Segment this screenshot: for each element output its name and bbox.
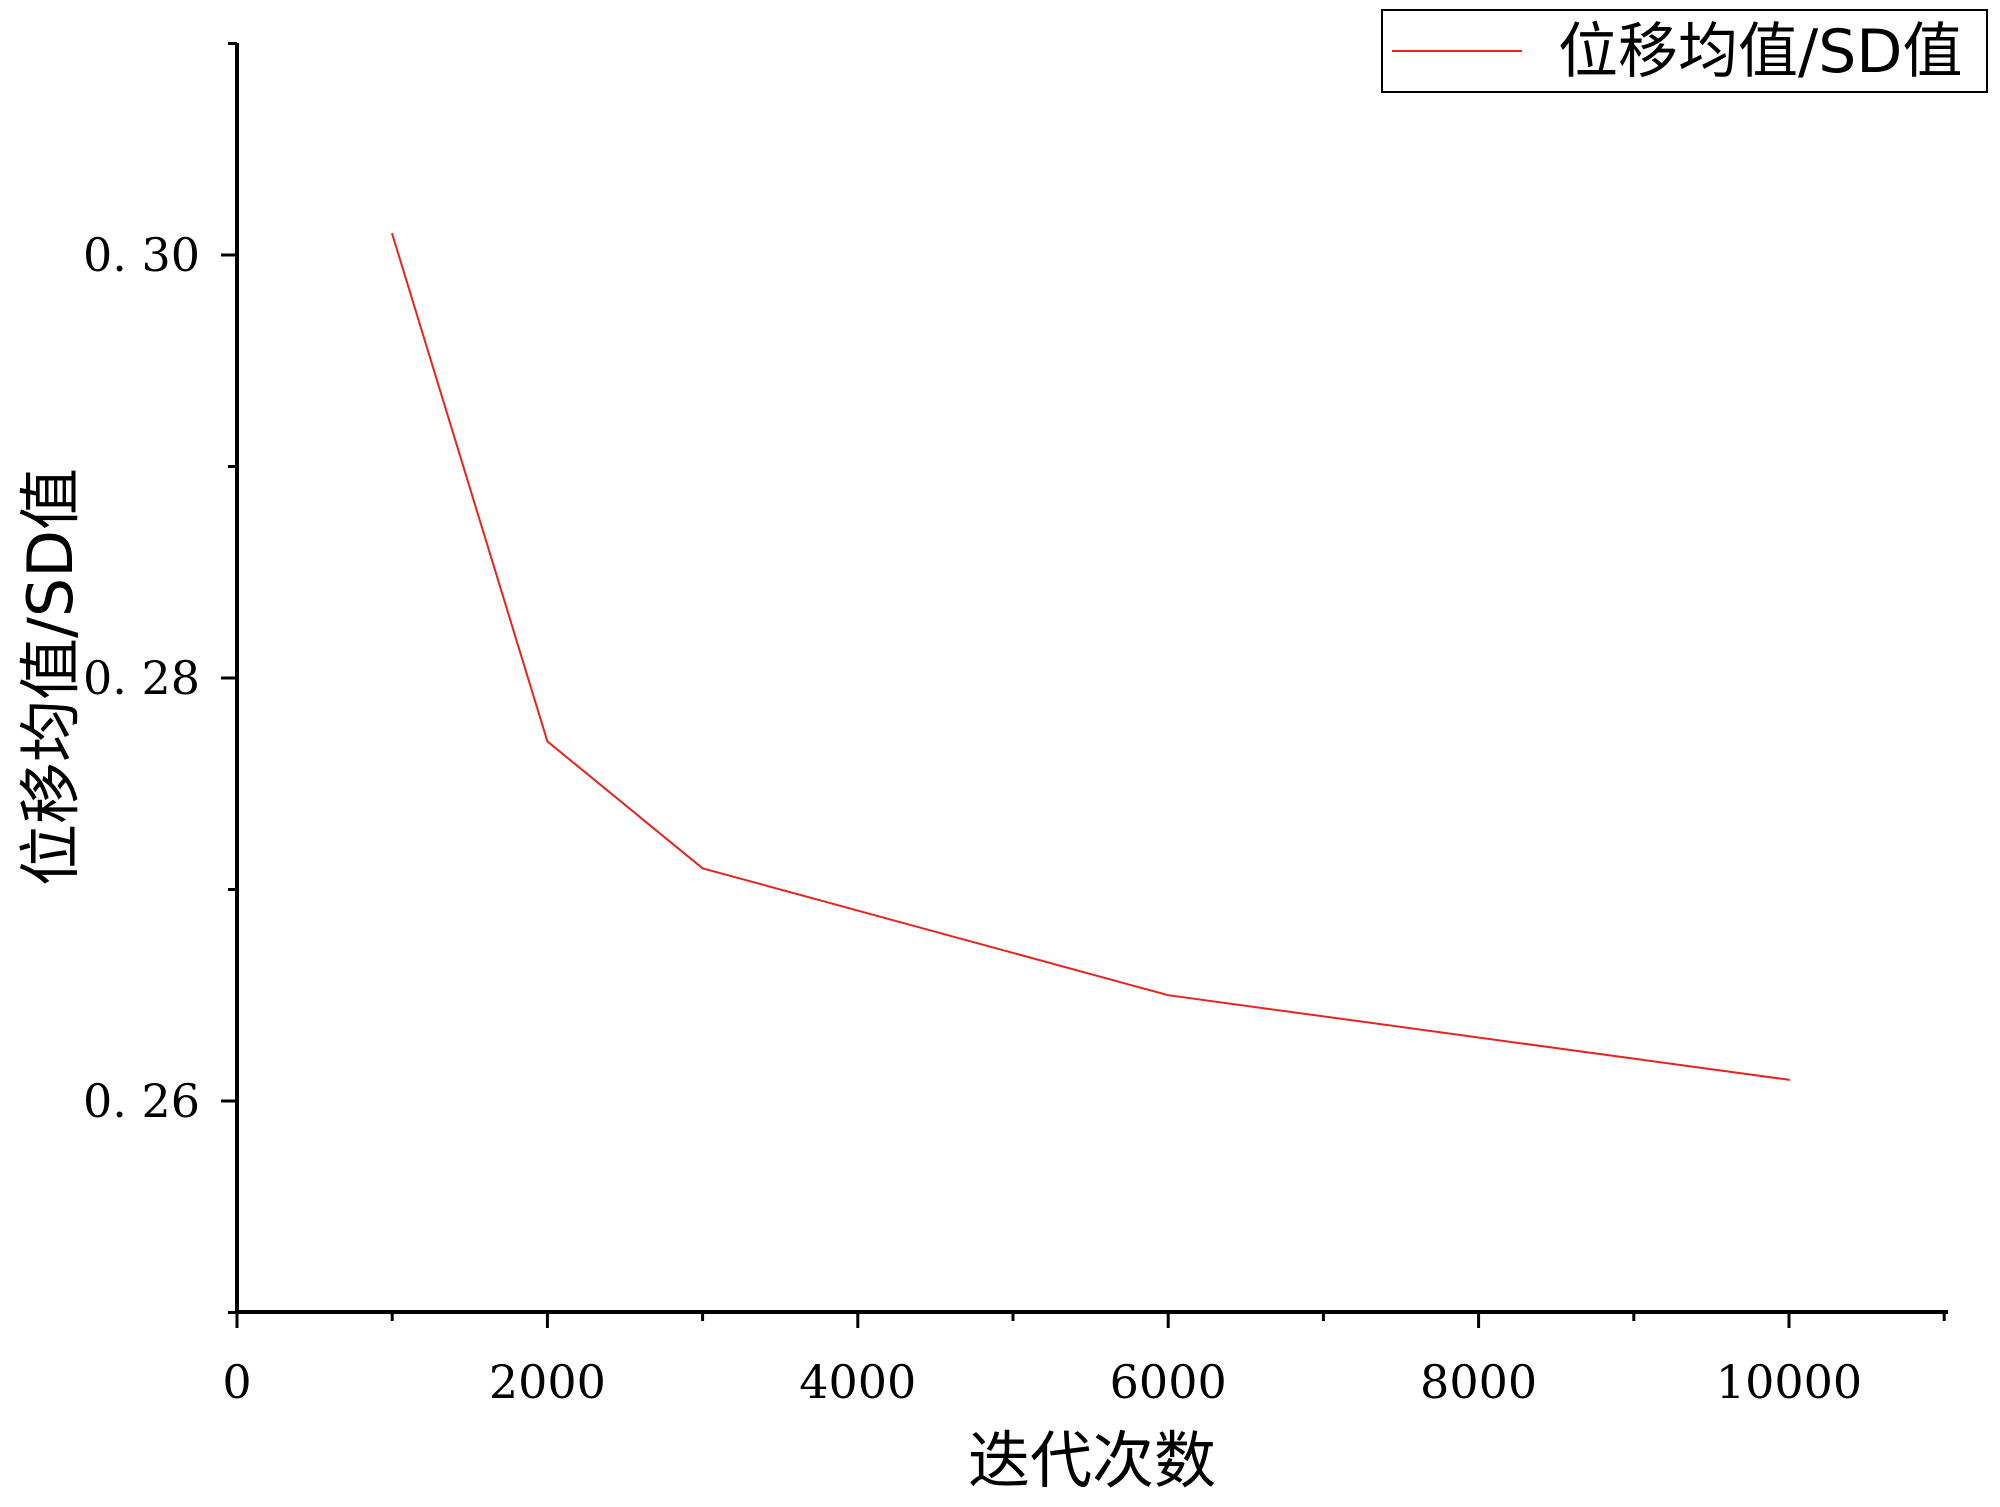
- x-tick-label: 6000: [1110, 1355, 1227, 1409]
- y-axis-title: 位移均值/SD值: [14, 468, 87, 886]
- series-line: [391, 233, 1790, 1081]
- y-tick-label: 0. 30: [83, 228, 200, 282]
- tick-labels: 0 2000 4000 6000 8000 10000 0. 26 0. 28 0. 30: [83, 228, 1862, 1409]
- ticks: [221, 42, 1946, 1328]
- y-tick-label: 0. 28: [83, 651, 200, 705]
- series-point: [701, 867, 704, 870]
- legend: 位移均值/SD值: [1381, 9, 1988, 93]
- x-tick-label: 4000: [799, 1355, 916, 1409]
- y-tick-label: 0. 26: [83, 1074, 200, 1128]
- axes: [235, 43, 1948, 1314]
- x-tick-label: 10000: [1716, 1355, 1862, 1409]
- x-axis-title: 迭代次数: [968, 1424, 1216, 1497]
- series-layer: [391, 232, 1790, 1081]
- series-point: [1788, 1078, 1790, 1081]
- x-tick-label: 2000: [489, 1355, 606, 1409]
- x-tick-label: 8000: [1420, 1355, 1537, 1409]
- series-point: [546, 740, 549, 743]
- series-point: [1167, 994, 1170, 997]
- series-point: [391, 232, 394, 235]
- legend-label: 位移均值/SD值: [1558, 17, 1963, 87]
- x-tick-label: 0: [222, 1355, 251, 1409]
